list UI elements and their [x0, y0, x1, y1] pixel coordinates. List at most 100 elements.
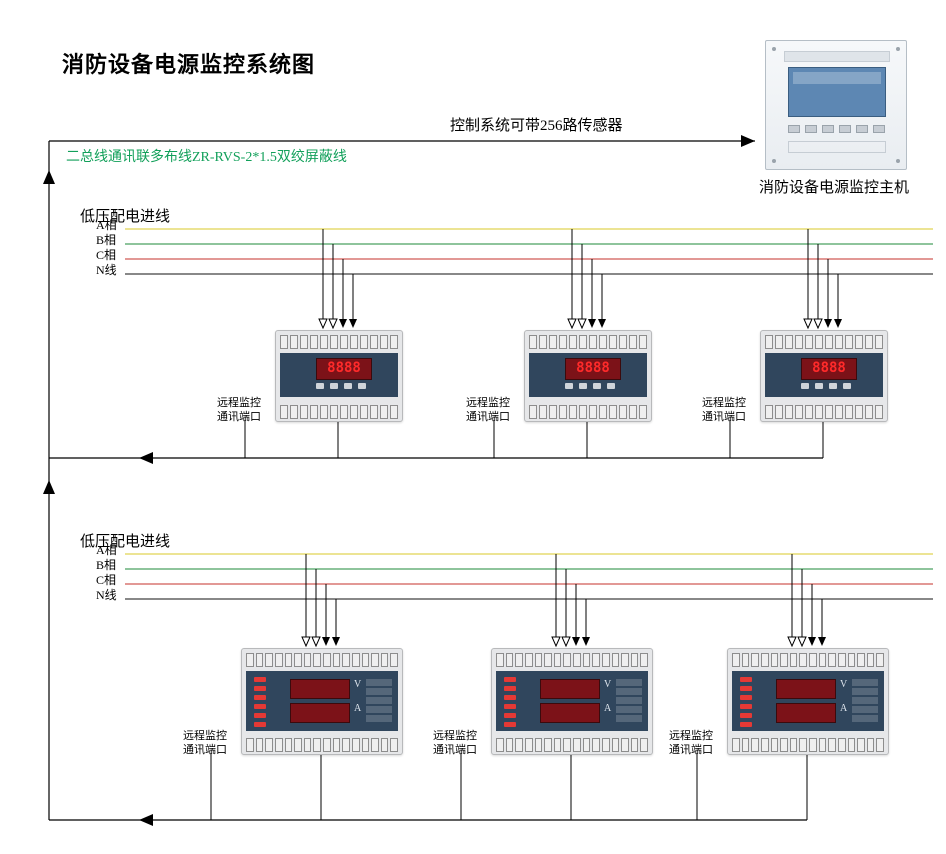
terminal	[742, 738, 750, 752]
terminal	[352, 653, 360, 667]
meter-faceplate: VA	[732, 671, 884, 731]
terminal	[342, 738, 350, 752]
meter-button	[316, 383, 324, 389]
host-screen	[788, 67, 886, 117]
terminal	[629, 405, 637, 419]
terminal	[639, 405, 647, 419]
terminal	[732, 738, 740, 752]
host-screw	[772, 47, 776, 51]
terminal	[592, 738, 600, 752]
terminal	[340, 405, 348, 419]
terminal	[350, 405, 358, 419]
terminal	[599, 405, 607, 419]
terminal	[809, 653, 817, 667]
meter-readout: 8888	[802, 359, 856, 378]
terminal	[554, 653, 562, 667]
terminal	[848, 653, 856, 667]
terminal	[525, 738, 533, 752]
terminal	[294, 738, 302, 752]
terminal	[857, 653, 865, 667]
terminal	[330, 405, 338, 419]
terminal	[506, 738, 514, 752]
terminal	[865, 405, 873, 419]
terminal	[609, 335, 617, 349]
meter-led	[740, 695, 752, 700]
terminal	[761, 653, 769, 667]
terminal	[876, 738, 884, 752]
terminal	[535, 653, 543, 667]
meter-readout: 8888	[566, 359, 620, 378]
terminal	[845, 405, 853, 419]
terminal	[275, 738, 283, 752]
meter-led	[504, 686, 516, 691]
port-label: 远程监控 通讯端口	[669, 729, 713, 757]
terminal	[619, 335, 627, 349]
meter-faceplate: 8888	[765, 353, 883, 397]
terminal	[780, 738, 788, 752]
meter-button	[607, 383, 615, 389]
terminal	[352, 738, 360, 752]
terminal	[390, 405, 398, 419]
terminal	[819, 738, 827, 752]
terminal	[631, 738, 639, 752]
terminal	[640, 653, 648, 667]
terminal	[559, 405, 567, 419]
terminal	[819, 653, 827, 667]
terminal	[775, 335, 783, 349]
terminal	[621, 738, 629, 752]
terminal	[599, 335, 607, 349]
sensor-meter-b: VA	[491, 648, 653, 755]
meter-led	[504, 695, 516, 700]
terminal	[855, 335, 863, 349]
meter-display-v	[540, 679, 600, 699]
host-label: 消防设备电源监控主机	[759, 176, 909, 197]
terminal	[360, 335, 368, 349]
meter-info-line	[366, 715, 392, 722]
terminal	[815, 335, 823, 349]
sensor-meter-b: VA	[727, 648, 889, 755]
terminal	[592, 653, 600, 667]
terminal	[612, 738, 620, 752]
unit-label-v: V	[840, 679, 847, 690]
meter-led	[504, 704, 516, 709]
port-label: 远程监控 通讯端口	[702, 396, 746, 424]
terminal	[496, 738, 504, 752]
terminal	[799, 738, 807, 752]
terminal	[583, 653, 591, 667]
meter-info-line	[366, 697, 392, 704]
meter-led	[254, 695, 266, 700]
unit-label-a: A	[604, 703, 611, 714]
terminal	[539, 405, 547, 419]
terminal	[549, 335, 557, 349]
meter-info-line	[616, 679, 642, 686]
terminal	[621, 653, 629, 667]
terminal	[285, 738, 293, 752]
terminal	[529, 335, 537, 349]
terminal	[506, 653, 514, 667]
port-label: 远程监控 通讯端口	[217, 396, 261, 424]
terminal	[583, 738, 591, 752]
terminal	[342, 653, 350, 667]
terminal	[380, 405, 388, 419]
terminal	[515, 653, 523, 667]
meter-display: 8888	[801, 358, 857, 380]
terminal	[304, 653, 312, 667]
terminal	[496, 653, 504, 667]
meter-faceplate: 8888	[280, 353, 398, 397]
terminal	[825, 405, 833, 419]
terminal	[875, 405, 883, 419]
terminal	[323, 653, 331, 667]
meter-info-line	[616, 715, 642, 722]
terminal	[780, 653, 788, 667]
terminal	[300, 405, 308, 419]
section-title: 低压配电进线	[80, 530, 170, 551]
meter-info-line	[852, 679, 878, 686]
terminal	[313, 738, 321, 752]
phase-label: N线	[96, 586, 117, 603]
meter-button	[565, 383, 573, 389]
meter-led	[254, 677, 266, 682]
host-button	[839, 125, 851, 133]
terminal	[280, 405, 288, 419]
terminal	[535, 738, 543, 752]
terminal	[559, 335, 567, 349]
